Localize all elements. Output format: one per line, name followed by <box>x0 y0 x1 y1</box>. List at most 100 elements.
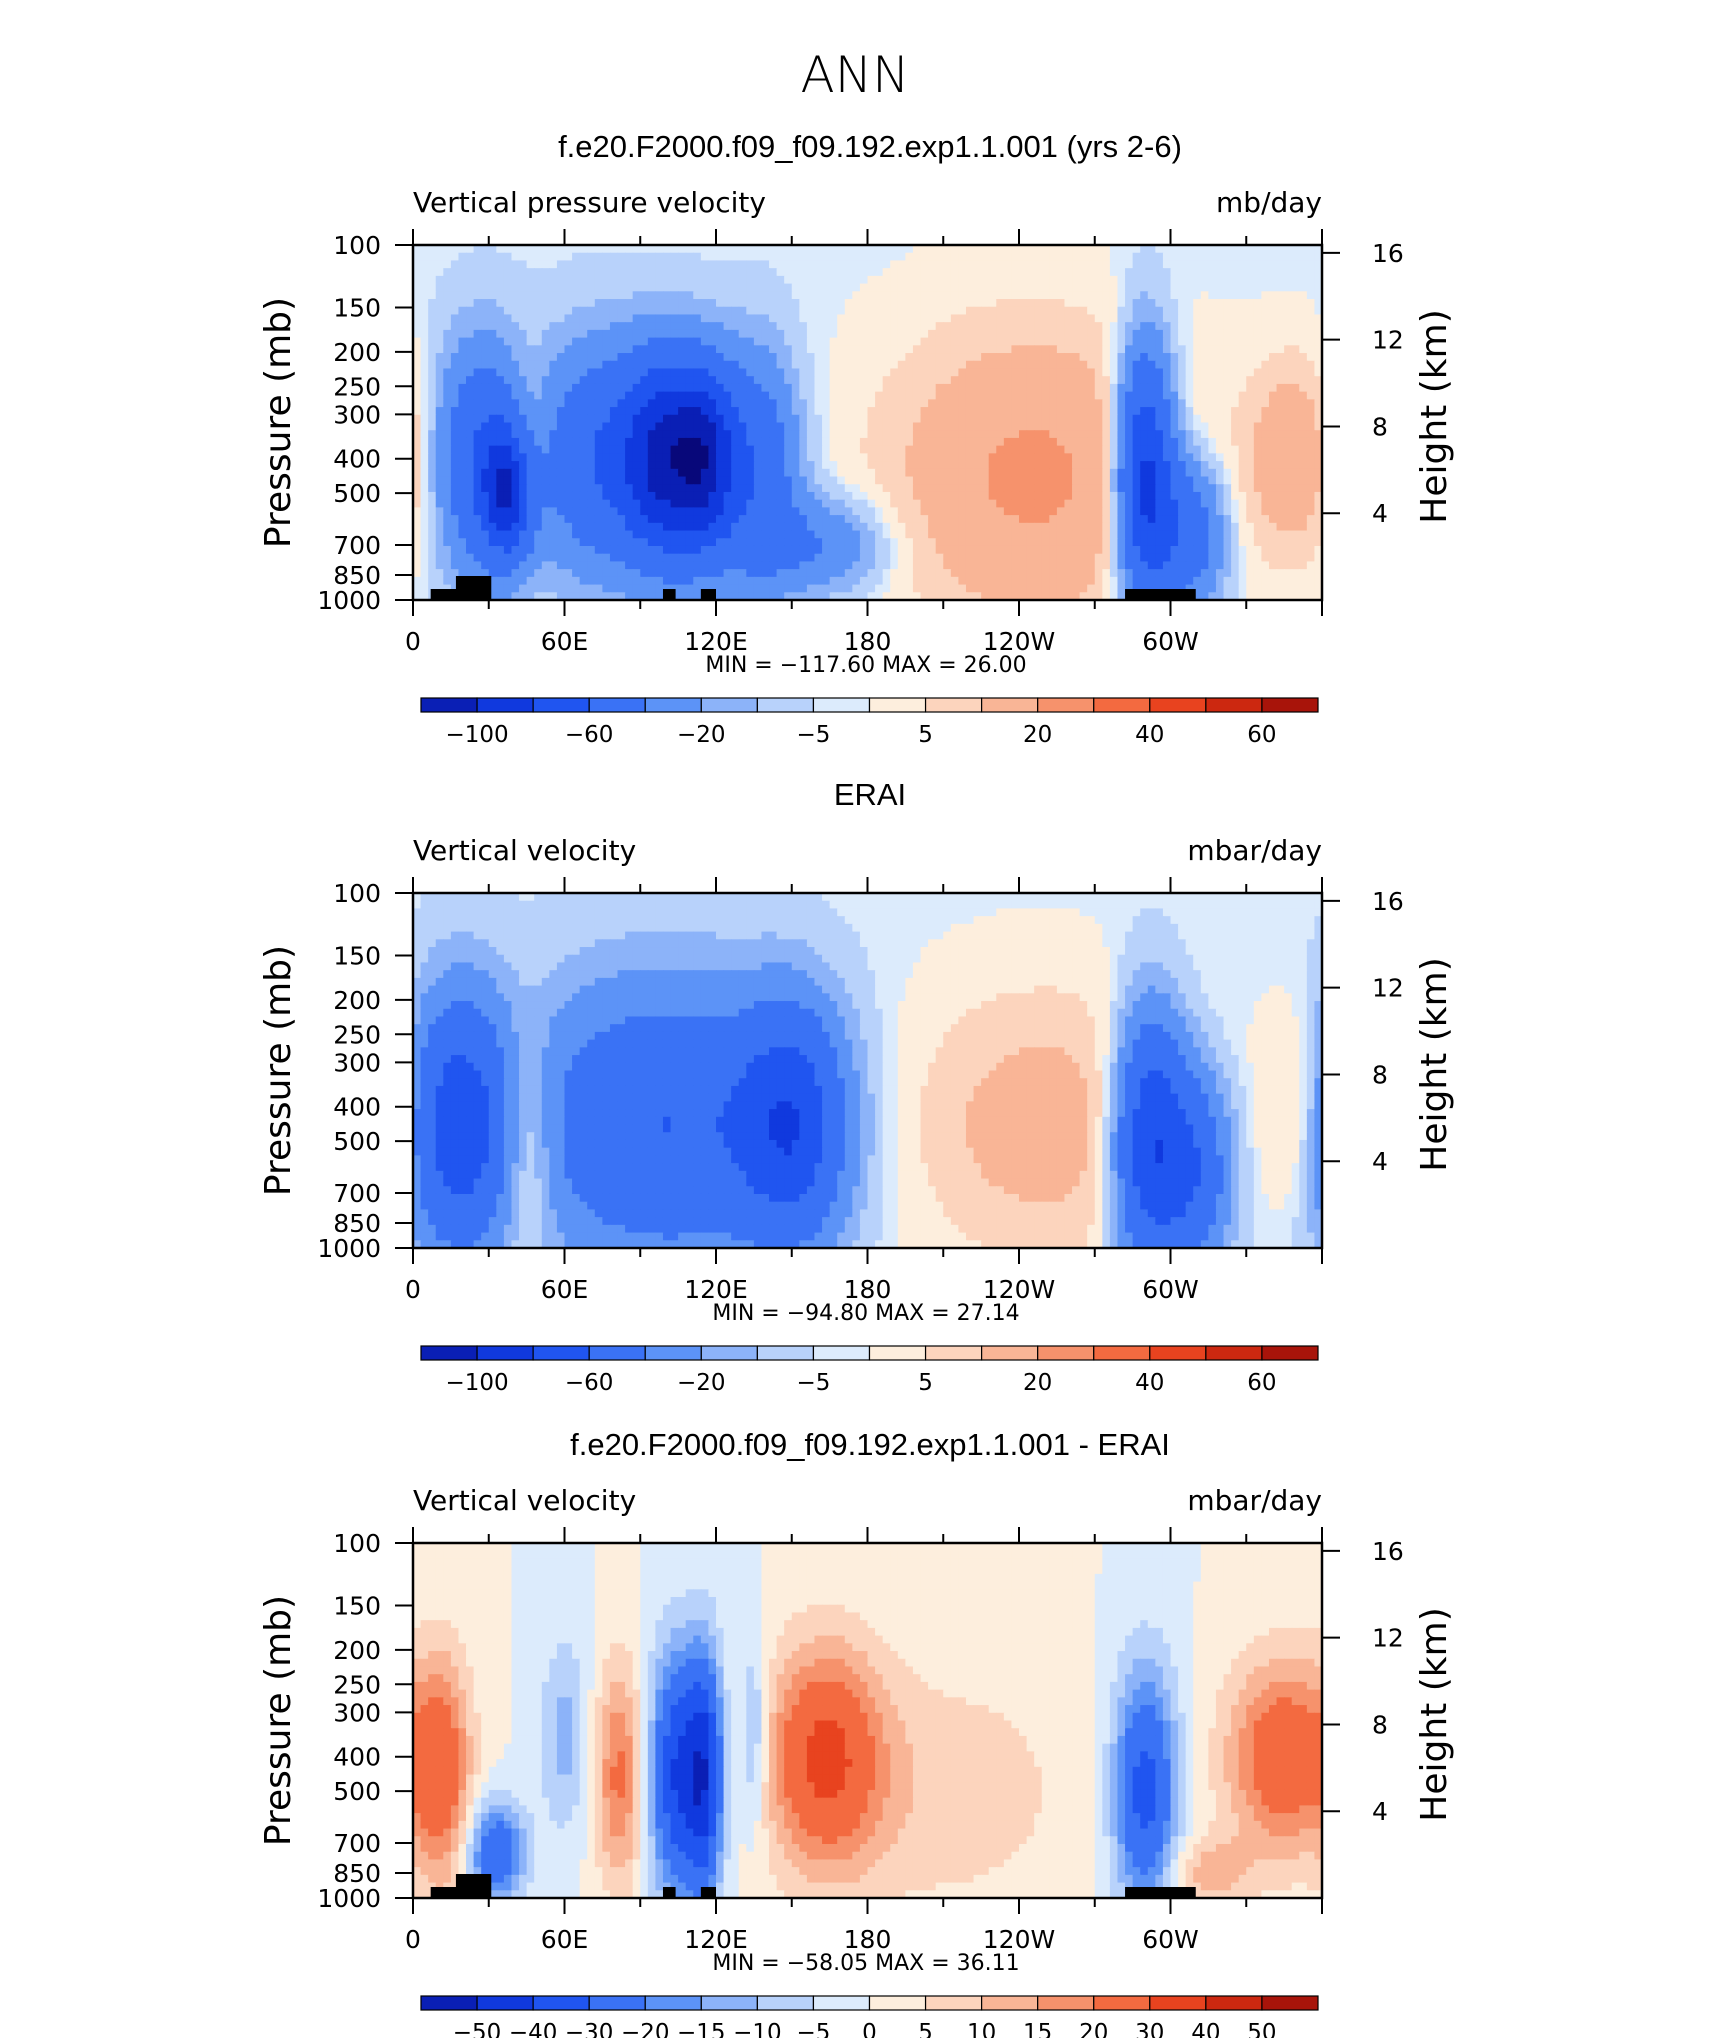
heatmap-cell <box>1306 252 1316 262</box>
heatmap-cell <box>511 260 520 269</box>
heatmap-cell <box>1253 245 1263 254</box>
heatmap-cell <box>973 491 982 501</box>
heatmap-cell <box>541 299 550 308</box>
heatmap-cell <box>890 453 899 462</box>
heatmap-cell <box>1064 345 1073 354</box>
heatmap-cell <box>867 414 876 424</box>
heatmap-cell <box>488 476 497 485</box>
heatmap-cell <box>1306 453 1316 462</box>
heatmap-cell <box>996 291 1005 300</box>
heatmap-cell <box>784 561 793 570</box>
heatmap-cell <box>1056 484 1066 493</box>
heatmap-cell <box>1125 252 1134 262</box>
heatmap-cell <box>473 245 482 254</box>
heatmap-cell <box>647 376 657 385</box>
heatmap-cell <box>981 453 990 462</box>
heatmap-cell <box>753 299 763 308</box>
heatmap-cell <box>867 430 876 439</box>
heatmap-cell <box>1246 468 1255 478</box>
heatmap-cell <box>1049 391 1058 400</box>
heatmap-cell <box>503 561 513 570</box>
heatmap-cell <box>950 561 960 570</box>
heatmap-cell <box>519 314 528 323</box>
heatmap-cell <box>965 245 975 254</box>
heatmap-cell <box>716 538 725 547</box>
heatmap-cell <box>1011 499 1020 508</box>
heatmap-cell <box>1170 376 1179 385</box>
heatmap-cell <box>1193 407 1202 416</box>
heatmap-cell <box>1276 414 1285 424</box>
heatmap-cell <box>1193 538 1202 547</box>
heatmap-cell <box>1276 430 1285 439</box>
heatmap-cell <box>791 260 800 269</box>
heatmap-cell <box>579 360 588 370</box>
heatmap-cell <box>685 314 694 323</box>
heatmap-cell <box>655 515 664 524</box>
heatmap-cell <box>466 391 475 400</box>
heatmap-cell <box>1170 299 1179 308</box>
heatmap-cell <box>1079 337 1088 346</box>
heatmap-cell <box>769 414 778 424</box>
heatmap-cell <box>678 275 687 285</box>
heatmap-cell <box>1003 399 1013 408</box>
heatmap-cell <box>867 376 876 385</box>
heatmap-cell <box>973 468 982 478</box>
heatmap-cell <box>822 260 831 269</box>
heatmap-cell <box>587 484 596 493</box>
heatmap-cell <box>1306 368 1316 377</box>
heatmap-cell <box>776 283 785 292</box>
heatmap-cell <box>1094 345 1103 354</box>
heatmap-cell <box>541 329 550 339</box>
heatmap-cell <box>988 453 997 462</box>
heatmap-cell <box>488 245 497 254</box>
heatmap-cell <box>488 422 497 431</box>
heatmap-cell <box>526 507 535 516</box>
heatmap-cell <box>844 515 853 524</box>
heatmap-cell <box>678 461 687 470</box>
heatmap-cell <box>443 484 452 493</box>
heatmap-cell <box>564 399 573 408</box>
heatmap-cell <box>1246 291 1255 300</box>
heatmap-cell <box>1087 414 1096 424</box>
heatmap-cell <box>1193 445 1202 454</box>
heatmap-cell <box>413 399 422 408</box>
heatmap-cell <box>784 422 793 431</box>
heatmap-cell <box>799 515 808 524</box>
heatmap-cell <box>928 329 937 339</box>
heatmap-cell <box>822 353 831 362</box>
heatmap-cell <box>556 422 566 431</box>
heatmap-cell <box>1003 329 1013 339</box>
heatmap-cell <box>1253 476 1263 485</box>
heatmap-cell <box>905 345 914 354</box>
heatmap-cell <box>647 345 657 354</box>
heatmap-cell <box>1011 275 1020 285</box>
heatmap-cell <box>988 360 997 370</box>
heatmap-cell <box>1140 445 1149 454</box>
heatmap-cell <box>1034 461 1043 470</box>
heatmap-cell <box>723 368 732 377</box>
heatmap-cell <box>875 468 884 478</box>
heatmap-cell <box>670 322 679 331</box>
heatmap-cell <box>988 553 997 563</box>
heatmap-cell <box>466 368 475 377</box>
heatmap-cell <box>958 252 967 262</box>
heatmap-cell <box>708 453 717 462</box>
heatmap-cell <box>587 322 596 331</box>
heatmap-cell <box>935 437 944 447</box>
heatmap-cell <box>988 275 997 285</box>
heatmap-cell <box>1140 484 1149 493</box>
heatmap-cell <box>549 245 558 254</box>
heatmap-cell <box>1215 360 1225 370</box>
heatmap-cell <box>867 322 876 331</box>
heatmap-cell <box>1147 353 1156 362</box>
heatmap-cell <box>678 245 687 254</box>
heatmap-cell <box>1087 522 1096 532</box>
heatmap-cell <box>556 322 566 331</box>
heatmap-cell <box>662 360 672 370</box>
heatmap-cell <box>549 283 558 292</box>
heatmap-cell <box>882 553 891 563</box>
heatmap-cell <box>572 360 581 370</box>
heatmap-cell <box>761 507 770 516</box>
heatmap-cell <box>413 545 422 555</box>
heatmap-cell <box>1155 306 1164 316</box>
